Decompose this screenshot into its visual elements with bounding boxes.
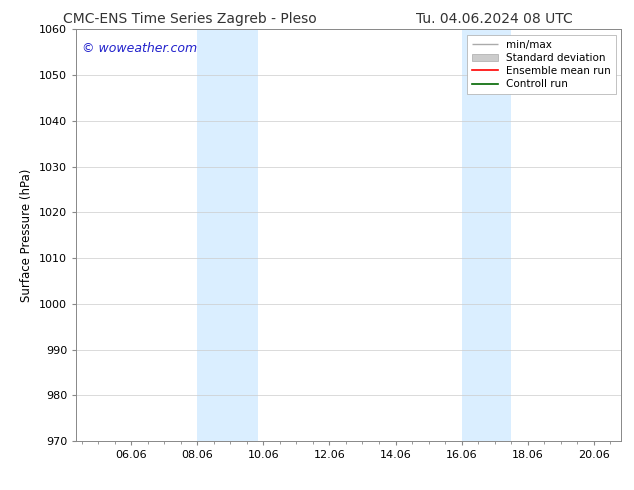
Bar (197, 29, 258, 441)
Text: © woweather.com: © woweather.com (82, 42, 197, 55)
Legend: min/max, Standard deviation, Ensemble mean run, Controll run: min/max, Standard deviation, Ensemble me… (467, 35, 616, 95)
Text: CMC-ENS Time Series Zagreb - Pleso: CMC-ENS Time Series Zagreb - Pleso (63, 12, 317, 26)
Text: Tu. 04.06.2024 08 UTC: Tu. 04.06.2024 08 UTC (416, 12, 573, 26)
Y-axis label: Surface Pressure (hPa): Surface Pressure (hPa) (20, 169, 34, 302)
Bar (462, 29, 511, 441)
